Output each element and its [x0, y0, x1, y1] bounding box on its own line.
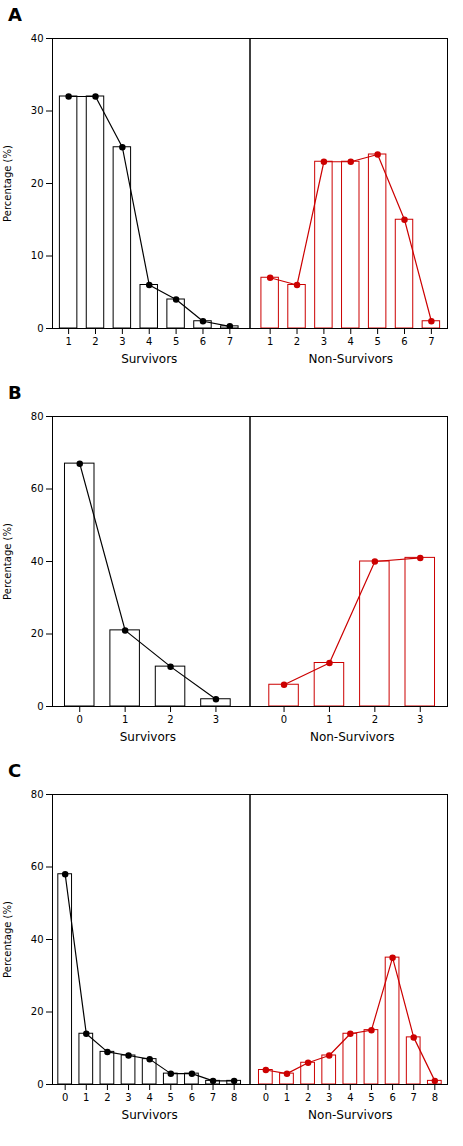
html-text:B: B	[8, 382, 22, 403]
svg-text:0: 0	[62, 1092, 68, 1103]
svg-text:40: 40	[31, 934, 44, 945]
svg-text:5: 5	[368, 1092, 374, 1103]
svg-text:20: 20	[31, 178, 44, 189]
svg-text:0: 0	[263, 1092, 269, 1103]
svg-text:Survivors: Survivors	[120, 730, 176, 744]
svg-text:7: 7	[411, 1092, 417, 1103]
svg-text:2: 2	[92, 336, 98, 347]
svg-text:8: 8	[231, 1092, 237, 1103]
svg-text:0: 0	[281, 714, 287, 725]
svg-text:3: 3	[417, 714, 423, 725]
svg-text:0: 0	[37, 1079, 43, 1090]
svg-text:Survivors: Survivors	[122, 1108, 178, 1122]
svg-text:5: 5	[374, 336, 380, 347]
svg-text:80: 80	[31, 789, 44, 800]
svg-text:0: 0	[37, 323, 43, 334]
svg-text:7: 7	[227, 336, 233, 347]
svg-text:4: 4	[348, 336, 354, 347]
svg-text:7: 7	[428, 336, 434, 347]
svg-text:3: 3	[119, 336, 125, 347]
svg-text:20: 20	[31, 1006, 44, 1017]
svg-text:1: 1	[326, 714, 332, 725]
svg-text:40: 40	[31, 33, 44, 44]
html-text:A: A	[8, 4, 22, 25]
svg-text:60: 60	[31, 861, 44, 872]
svg-text:4: 4	[347, 1092, 353, 1103]
svg-text:Percentage (%): Percentage (%)	[2, 523, 13, 600]
svg-text:6: 6	[189, 1092, 195, 1103]
svg-text:1: 1	[122, 714, 128, 725]
svg-text:6: 6	[389, 1092, 395, 1103]
svg-text:Non-Survivors: Non-Survivors	[310, 730, 394, 744]
svg-text:8: 8	[432, 1092, 438, 1103]
svg-text:3: 3	[125, 1092, 131, 1103]
svg-text:80: 80	[31, 411, 44, 422]
svg-text:4: 4	[146, 1092, 152, 1103]
svg-text:30: 30	[31, 105, 44, 116]
svg-text:2: 2	[104, 1092, 110, 1103]
svg-text:10: 10	[31, 250, 44, 261]
svg-text:2: 2	[294, 336, 300, 347]
svg-text:Survivors: Survivors	[121, 352, 177, 366]
svg-text:7: 7	[210, 1092, 216, 1103]
svg-text:1: 1	[267, 336, 273, 347]
svg-text:3: 3	[326, 1092, 332, 1103]
svg-text:6: 6	[200, 336, 206, 347]
html-text:C: C	[8, 760, 22, 781]
svg-text:0: 0	[37, 701, 43, 712]
svg-text:2: 2	[167, 714, 173, 725]
svg-text:Percentage (%): Percentage (%)	[2, 901, 13, 978]
svg-text:3: 3	[213, 714, 219, 725]
svg-text:60: 60	[31, 483, 44, 494]
svg-text:4: 4	[146, 336, 152, 347]
svg-text:1: 1	[284, 1092, 290, 1103]
svg-text:Non-Survivors: Non-Survivors	[309, 352, 393, 366]
svg-text:3: 3	[321, 336, 327, 347]
svg-text:6: 6	[401, 336, 407, 347]
svg-text:20: 20	[31, 628, 44, 639]
svg-text:2: 2	[305, 1092, 311, 1103]
svg-text:Non-Survivors: Non-Survivors	[308, 1108, 392, 1122]
svg-text:Percentage (%): Percentage (%)	[2, 145, 13, 222]
svg-text:40: 40	[31, 556, 44, 567]
svg-text:5: 5	[168, 1092, 174, 1103]
svg-text:5: 5	[173, 336, 179, 347]
svg-text:1: 1	[83, 1092, 89, 1103]
svg-text:2: 2	[372, 714, 378, 725]
svg-text:0: 0	[77, 714, 83, 725]
svg-text:1: 1	[65, 336, 71, 347]
